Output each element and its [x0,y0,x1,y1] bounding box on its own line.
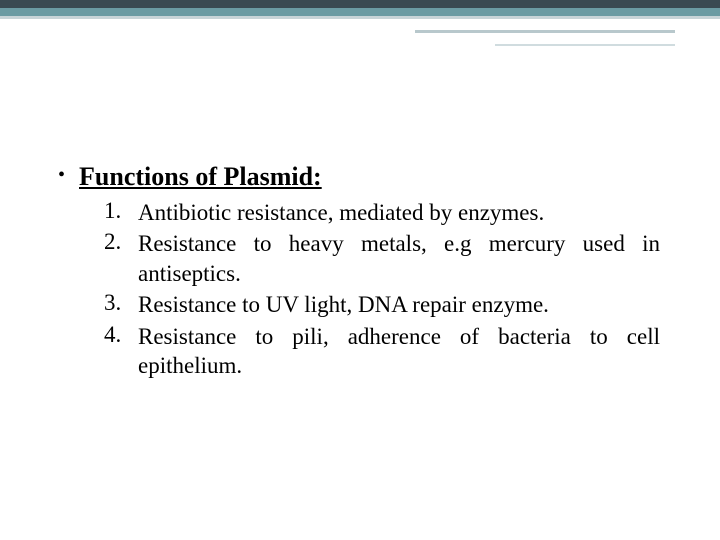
slide-content: • Functions of Plasmid: 1. Antibiotic re… [58,162,660,383]
bullet-icon: • [58,162,65,188]
list-item: 4. Resistance to pili, adherence of bact… [104,322,660,381]
accent-line-2 [495,44,675,46]
list-text: Resistance to heavy metals, e.g mercury … [138,229,660,288]
accent-line-1 [415,30,675,33]
list-text: Antibiotic resistance, mediated by enzym… [138,198,660,227]
border-stripe-teal [0,8,720,16]
list-number: 1. [104,198,138,224]
border-stripe-light [0,16,720,19]
list-number: 4. [104,322,138,348]
slide-top-border [0,0,720,26]
numbered-list: 1. Antibiotic resistance, mediated by en… [104,198,660,381]
list-text: Resistance to UV light, DNA repair enzym… [138,290,660,319]
border-stripe-dark [0,0,720,8]
list-item: 1. Antibiotic resistance, mediated by en… [104,198,660,227]
list-number: 2. [104,229,138,255]
slide-heading: Functions of Plasmid: [79,162,322,192]
list-number: 3. [104,290,138,316]
list-item: 3. Resistance to UV light, DNA repair en… [104,290,660,319]
list-text: Resistance to pili, adherence of bacteri… [138,322,660,381]
list-item: 2. Resistance to heavy metals, e.g mercu… [104,229,660,288]
heading-row: • Functions of Plasmid: [58,162,660,192]
